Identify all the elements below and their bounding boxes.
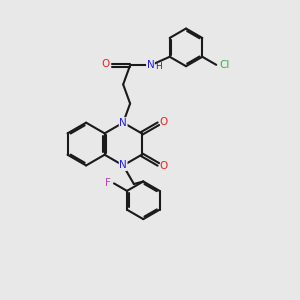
Text: N: N	[119, 160, 127, 170]
Text: Cl: Cl	[219, 60, 230, 70]
Text: N: N	[147, 60, 154, 70]
Text: O: O	[102, 59, 110, 69]
Text: O: O	[160, 161, 168, 171]
Text: H: H	[155, 62, 162, 71]
Text: O: O	[160, 117, 168, 127]
Text: N: N	[119, 118, 127, 128]
Text: F: F	[104, 178, 110, 188]
